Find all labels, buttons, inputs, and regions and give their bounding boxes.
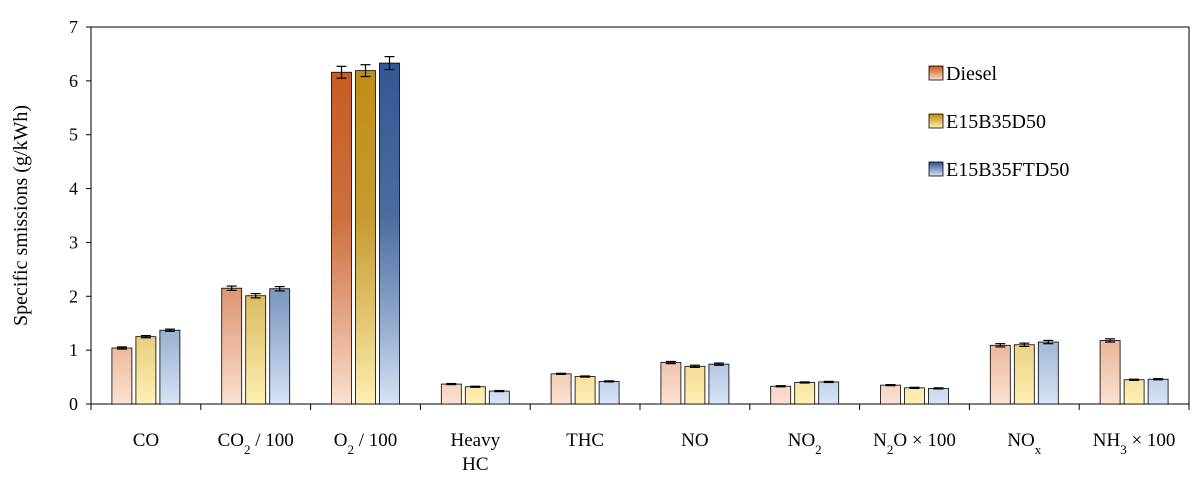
- bar-diesel: [550, 373, 572, 405]
- x-category-label: NO: [681, 430, 708, 451]
- bar-diesel: [111, 347, 133, 405]
- y-tick-label: 7: [69, 17, 78, 37]
- bar-e15b35d50: [684, 365, 706, 405]
- bar-e15b35d50: [1013, 344, 1035, 405]
- bar-diesel: [221, 287, 243, 405]
- bar-e15b35d50: [355, 70, 376, 405]
- y-tick-label: 1: [69, 340, 78, 360]
- x-category-label: O2 / 100: [334, 430, 398, 457]
- bar-e15b35ftd50: [159, 329, 181, 405]
- plot-area: 0 1 2 3 4 5 6 7 Specific smissions (g/kWh) CO CO2 …: [10, 17, 1190, 475]
- bar-diesel: [989, 344, 1011, 405]
- bar-e15b35d50: [245, 295, 267, 405]
- bar-diesel: [1099, 340, 1121, 405]
- bar-e15b35d50: [135, 336, 157, 405]
- bar-e15b35ftd50: [708, 363, 730, 405]
- bar-diesel: [770, 385, 792, 405]
- x-category-label: NOx: [1007, 430, 1041, 457]
- y-tick-label: 5: [69, 125, 78, 145]
- y-tick-label: 4: [69, 179, 78, 199]
- y-tick-label: 3: [69, 232, 78, 252]
- legend-label: Diesel: [946, 63, 998, 85]
- bar-e15b35ftd50: [379, 62, 400, 405]
- x-category-label: CO2 / 100: [218, 430, 294, 457]
- bar-e15b35d50: [464, 386, 486, 405]
- bar-e15b35ftd50: [269, 288, 291, 405]
- legend-label: E15B35D50: [946, 111, 1046, 133]
- x-category-label: CO: [133, 430, 159, 451]
- x-category-label: NH3 × 100: [1093, 430, 1176, 457]
- bar-diesel: [880, 384, 901, 405]
- legend-swatch: [928, 65, 944, 81]
- x-category-label: NO2: [788, 430, 822, 457]
- y-tick-label: 2: [69, 286, 78, 306]
- bar-e15b35ftd50: [598, 380, 620, 405]
- x-category-label: N2O × 100: [873, 430, 956, 457]
- bar-e15b35d50: [1123, 379, 1145, 405]
- y-tick-label: 0: [69, 394, 78, 414]
- bar-e15b35ftd50: [928, 387, 949, 405]
- y-axis-title: Specific smissions (g/kWh): [10, 105, 32, 326]
- legend-label: E15B35FTD50: [946, 159, 1069, 181]
- bar-diesel: [440, 383, 462, 405]
- x-category-label: HC: [462, 454, 488, 475]
- bar-e15b35d50: [904, 387, 925, 405]
- bar-e15b35ftd50: [488, 390, 510, 405]
- x-category-label: Heavy: [451, 430, 501, 451]
- bar-e15b35d50: [794, 382, 816, 405]
- legend-swatch: [928, 113, 944, 129]
- legend-swatch: [928, 161, 944, 177]
- bar-e15b35d50: [574, 376, 596, 405]
- y-tick-label: 6: [69, 71, 78, 91]
- bar-e15b35ftd50: [1147, 378, 1169, 405]
- bar-diesel: [660, 362, 682, 405]
- x-category-label: THC: [566, 430, 604, 451]
- bar-diesel: [331, 71, 352, 405]
- bar-e15b35ftd50: [818, 381, 840, 405]
- bar-e15b35ftd50: [1037, 341, 1059, 405]
